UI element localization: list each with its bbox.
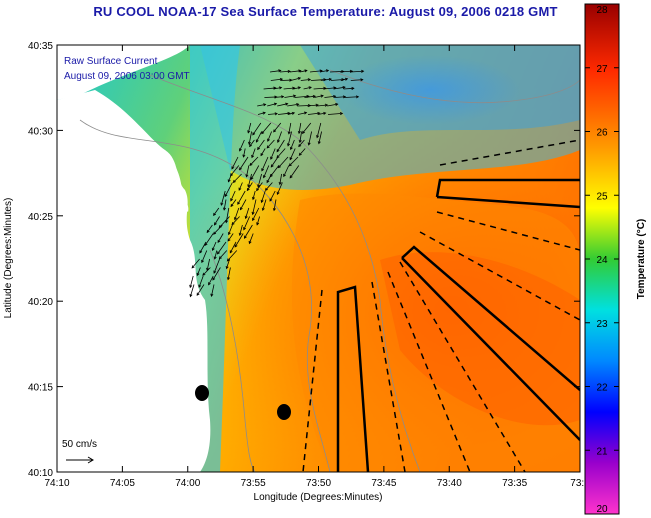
- current-legend-label: Raw Surface Current: [64, 56, 158, 67]
- sampling-boxes: [336, 178, 580, 472]
- x-tick-label: 74:05: [110, 478, 135, 489]
- sampling-dashed-lines: [302, 139, 580, 472]
- y-axis-label: Latitude (Degrees:Minutes): [3, 198, 14, 319]
- colorbar-label: Temperature (°C): [636, 219, 647, 300]
- y-tick-label: 40:10: [28, 468, 53, 479]
- colorbar-tick-label: 21: [596, 446, 608, 457]
- y-tick-label: 40:15: [28, 383, 53, 394]
- y-tick-label: 40:25: [28, 212, 53, 223]
- x-tick-label: 74:00: [175, 478, 200, 489]
- map-title: RU COOL NOAA-17 Sea Surface Temperature:…: [93, 4, 558, 19]
- vector-scale-arrow: [66, 456, 94, 464]
- colorbar-tick-label: 27: [596, 64, 608, 75]
- x-axis-label: Longitude (Degrees:Minutes): [254, 492, 383, 503]
- vector-scale-label: 50 cm/s: [62, 439, 97, 450]
- colorbar-tick-label: 20: [596, 504, 608, 515]
- y-tick-label: 40:20: [28, 297, 53, 308]
- buoy-marker-east: [277, 404, 291, 420]
- colorbar-tick-label: 23: [596, 319, 608, 330]
- x-axis-ticks: 74:10 74:05 74:00 73:55 73:50 73:45 73:40 73:35…: [44, 45, 590, 489]
- x-tick-label: 73:55: [241, 478, 266, 489]
- x-tick-label: 73:3: [570, 478, 590, 489]
- x-tick-label: 73:35: [502, 478, 527, 489]
- buoy-marker-west: [195, 385, 209, 401]
- x-tick-label: 73:45: [371, 478, 396, 489]
- x-tick-label: 73:40: [437, 478, 462, 489]
- new-jersey-coast: [57, 90, 211, 472]
- x-tick-label: 74:10: [44, 478, 69, 489]
- colorbar: [584, 3, 620, 515]
- x-tick-label: 73:50: [306, 478, 331, 489]
- y-axis-ticks: 40:35 40:30 40:25 40:20 40:15 40:10: [28, 41, 580, 479]
- colorbar-tick-label: 28: [596, 5, 608, 16]
- map-plot-area: [57, 45, 580, 472]
- surface-current-vectors: [189, 69, 365, 298]
- colorbar-tick-label: 25: [596, 191, 608, 202]
- colorbar-tick-label: 22: [596, 383, 608, 394]
- y-tick-label: 40:30: [28, 126, 53, 137]
- colorbar-ticks: 28 27 26 25 24 23 22 21 20: [585, 3, 619, 515]
- sandy-hook: [165, 150, 189, 212]
- current-legend-time: August 09, 2006 03:00 GMT: [64, 71, 190, 82]
- y-tick-label: 40:35: [28, 41, 53, 52]
- colorbar-tick-label: 26: [596, 128, 608, 139]
- colorbar-tick-label: 24: [596, 255, 608, 266]
- long-island-land: [57, 45, 190, 100]
